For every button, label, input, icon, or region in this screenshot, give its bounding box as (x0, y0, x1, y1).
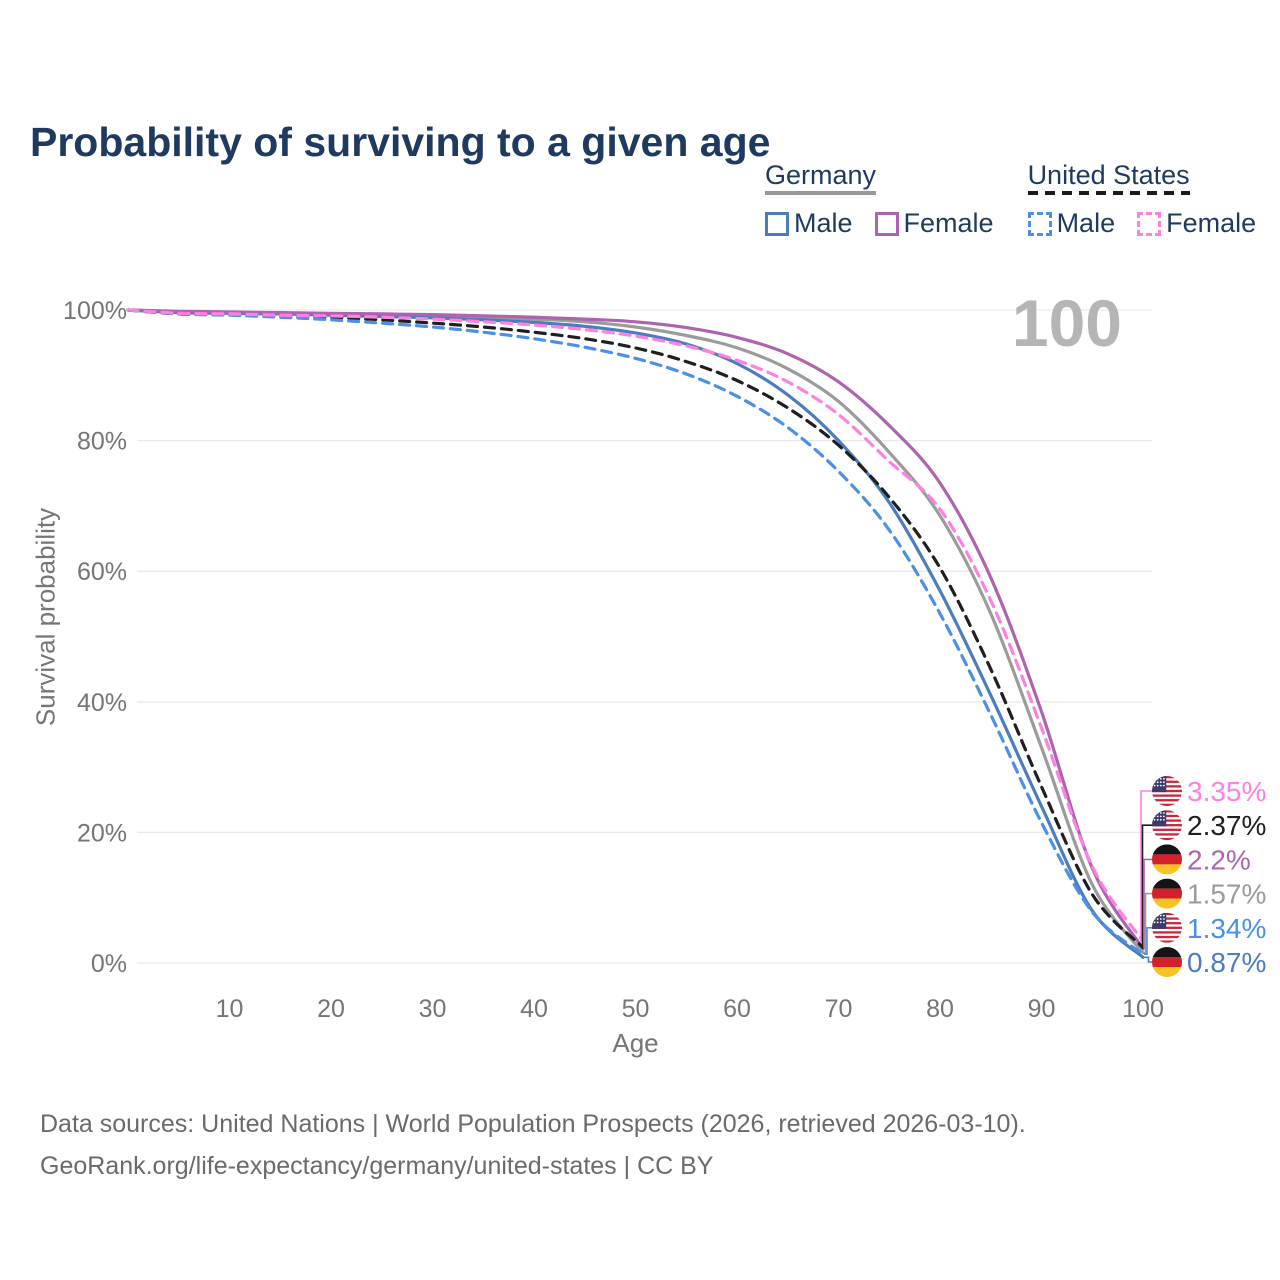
footer: Data sources: United Nations | World Pop… (40, 1103, 1026, 1187)
end-label-us-total: 2.37% (1187, 810, 1266, 841)
y-axis-title: Survival probability (30, 507, 61, 727)
legend-item-germany-male[interactable]: Male (765, 208, 853, 239)
curve-germany-male (126, 308, 1145, 959)
legend-group-united-states: United States Male Female (1027, 160, 1256, 239)
curve-germany-total (126, 308, 1145, 955)
x-tick-label: 70 (825, 995, 853, 1023)
germany-flag-icon (1152, 844, 1182, 875)
legend-swatch-united-states-male (1027, 211, 1052, 236)
x-tick-label: 10 (216, 995, 244, 1023)
legend-swatch-germany-female (874, 211, 899, 236)
x-axis-title: Age (612, 1028, 659, 1058)
curve-us-total (126, 308, 1145, 950)
legend-label-united-states-female: Female (1166, 208, 1257, 238)
page-title: Probability of surviving to a given age (30, 119, 771, 166)
end-label-germany-female: 2.2% (1187, 844, 1251, 875)
legend-label-germany-male: Male (794, 208, 853, 238)
leader-line-germany-total (1144, 892, 1152, 954)
leader-line-us-male (1144, 927, 1152, 955)
y-tick-label: 100% (63, 297, 127, 325)
legend-underline-united-states (1027, 191, 1190, 195)
end-label-germany-total: 1.57% (1187, 879, 1266, 910)
legend-swatch-germany-male (765, 211, 789, 236)
legend-label-united-states-male: Male (1056, 208, 1116, 238)
end-label-us-female: 3.35% (1187, 776, 1266, 807)
y-tick-label: 80% (77, 428, 127, 456)
germany-flag-icon (1152, 878, 1182, 909)
curve-germany-female (126, 308, 1145, 951)
legend: Germany Male Female United States Male Female (765, 160, 1256, 239)
leader-line-germany-male (1144, 956, 1152, 963)
y-tick-label: 60% (77, 558, 127, 586)
y-tick-label: 40% (77, 689, 127, 717)
x-tick-label: 50 (622, 995, 650, 1023)
legend-item-germany-female[interactable]: Female (874, 208, 994, 239)
legend-item-united-states-female[interactable]: Female (1137, 208, 1256, 239)
end-label-germany-male: 0.87% (1187, 947, 1266, 978)
leader-line-germany-female (1143, 858, 1152, 949)
us-flag-icon (1152, 810, 1182, 841)
x-tick-label: 90 (1028, 995, 1056, 1023)
legend-underline-germany (765, 191, 877, 195)
y-tick-label: 0% (91, 950, 127, 978)
end-label-us-male: 1.34% (1187, 913, 1266, 944)
x-tick-label: 30 (419, 995, 447, 1023)
legend-group-title-united-states[interactable]: United States (1027, 160, 1190, 208)
us-flag-icon (1152, 776, 1182, 806)
x-tick-label: 60 (723, 995, 751, 1023)
x-tick-label: 20 (317, 995, 345, 1023)
legend-group-germany: Germany Male Female (765, 160, 994, 239)
curve-us-female (126, 308, 1145, 943)
footer-data-sources: Data sources: United Nations | World Pop… (40, 1110, 1026, 1138)
legend-label-germany-female: Female (903, 208, 994, 238)
x-tick-label: 80 (926, 995, 954, 1023)
germany-flag-icon (1152, 947, 1182, 977)
footer-attribution: GeoRank.org/life-expectancy/germany/unit… (40, 1152, 714, 1180)
us-flag-icon (1152, 912, 1182, 943)
legend-item-united-states-male[interactable]: Male (1027, 208, 1116, 239)
x-tick-label: 40 (520, 995, 548, 1023)
y-tick-label: 20% (77, 819, 127, 847)
legend-swatch-united-states-female (1137, 211, 1162, 236)
curve-us-male (126, 308, 1145, 956)
legend-group-title-germany[interactable]: Germany (765, 160, 877, 208)
x-tick-label: 100 (1122, 995, 1164, 1023)
